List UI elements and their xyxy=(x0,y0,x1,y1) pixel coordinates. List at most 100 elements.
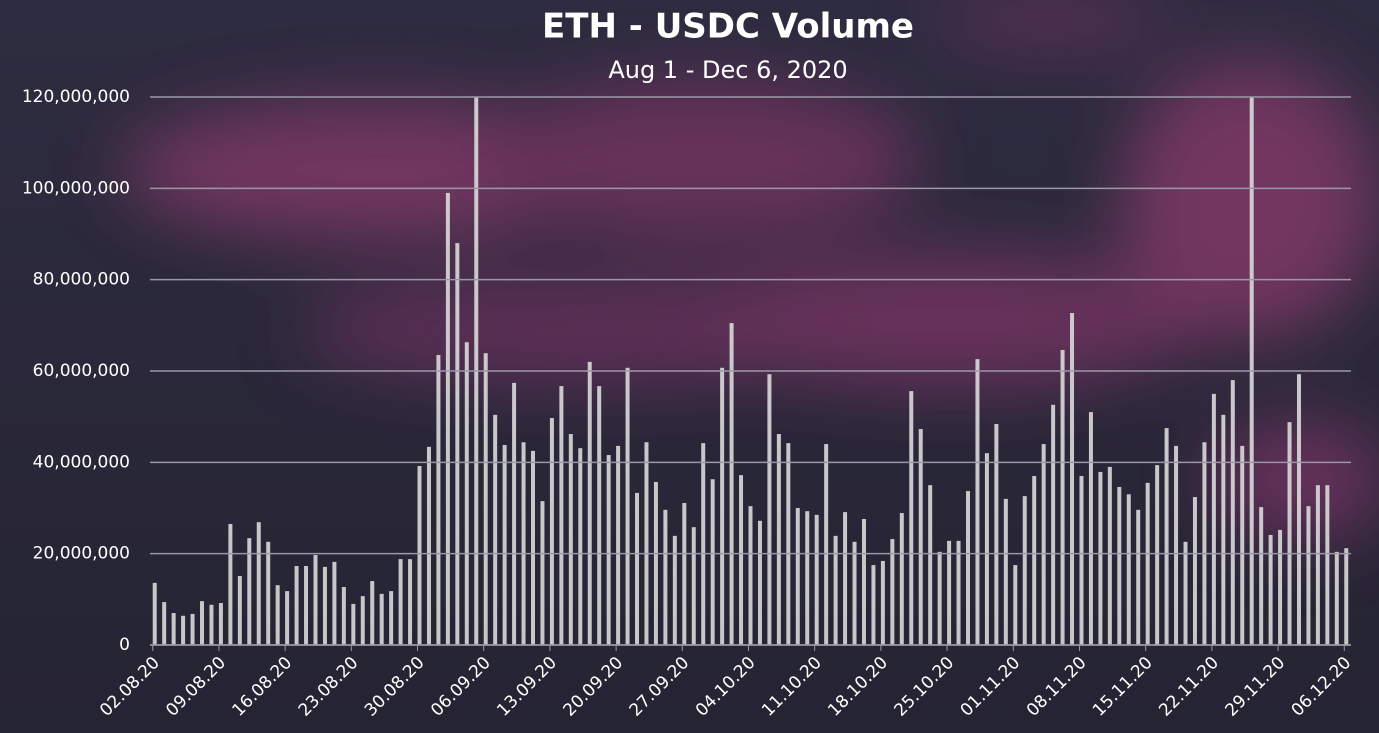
bar xyxy=(266,541,271,645)
bar xyxy=(635,492,640,645)
bar xyxy=(171,613,176,645)
bar xyxy=(956,540,961,645)
bar xyxy=(559,386,564,645)
bar xyxy=(218,602,223,645)
bar xyxy=(493,414,498,645)
bar xyxy=(502,444,507,645)
bar xyxy=(455,243,460,645)
bar xyxy=(1230,380,1235,645)
bar xyxy=(521,442,526,645)
bar xyxy=(360,596,365,645)
bar xyxy=(720,367,725,645)
y-tick-label: 20,000,000 xyxy=(33,544,130,564)
bar xyxy=(152,582,157,645)
bar xyxy=(530,450,535,645)
bar xyxy=(1183,541,1188,645)
bar xyxy=(247,538,252,645)
bar xyxy=(1126,494,1131,645)
bar xyxy=(351,603,356,645)
bar xyxy=(1240,445,1245,645)
bar xyxy=(691,527,696,645)
bar xyxy=(1022,496,1027,645)
bar xyxy=(653,481,658,645)
bar xyxy=(1136,509,1141,645)
bar xyxy=(389,591,394,645)
bar xyxy=(379,593,384,645)
bar xyxy=(209,604,214,645)
bar xyxy=(899,513,904,645)
bar xyxy=(937,551,942,645)
bar xyxy=(1221,414,1226,645)
bar xyxy=(1278,529,1283,645)
bar xyxy=(587,361,592,645)
bar xyxy=(1013,565,1018,645)
bar xyxy=(1334,551,1339,645)
bar xyxy=(776,434,781,645)
bar xyxy=(625,367,630,645)
bar xyxy=(190,613,195,645)
bar xyxy=(408,559,413,645)
bar xyxy=(852,541,857,645)
bar xyxy=(417,465,422,645)
bar xyxy=(880,560,885,645)
bar xyxy=(795,508,800,645)
bar xyxy=(1003,498,1008,645)
bar xyxy=(483,353,488,645)
y-tick-label: 40,000,000 xyxy=(33,452,130,472)
bar xyxy=(1060,349,1065,645)
bar xyxy=(398,559,403,645)
bar xyxy=(426,446,431,645)
bar xyxy=(285,591,290,645)
bar xyxy=(928,485,933,645)
bar xyxy=(1249,97,1254,645)
bar xyxy=(975,359,980,645)
bar xyxy=(1117,486,1122,645)
bar xyxy=(294,565,299,645)
bar xyxy=(370,581,375,645)
bar xyxy=(1211,393,1216,645)
bar xyxy=(1259,507,1264,645)
bar xyxy=(606,455,611,645)
bar xyxy=(805,511,810,645)
bar xyxy=(1070,313,1075,645)
bar xyxy=(861,518,866,645)
bar xyxy=(1032,476,1037,645)
bar xyxy=(710,479,715,645)
bar xyxy=(1145,482,1150,645)
bar xyxy=(1192,497,1197,645)
bar xyxy=(1051,404,1056,645)
bar xyxy=(1079,476,1084,645)
bar xyxy=(1107,466,1112,645)
bar xyxy=(672,535,677,645)
y-tick-label: 100,000,000 xyxy=(22,178,130,198)
bar xyxy=(814,514,819,645)
bar xyxy=(1315,485,1320,645)
bar xyxy=(322,566,327,645)
bar xyxy=(843,512,848,645)
bar xyxy=(947,540,952,645)
bar xyxy=(1202,442,1207,645)
y-tick-label: 120,000,000 xyxy=(22,87,130,107)
bar xyxy=(748,506,753,645)
bar xyxy=(464,342,469,645)
bar xyxy=(616,445,621,645)
bar xyxy=(181,615,186,645)
bar xyxy=(512,382,517,645)
bar xyxy=(984,453,989,645)
bar xyxy=(578,448,583,645)
bar xyxy=(663,509,668,645)
bar xyxy=(871,565,876,645)
bar xyxy=(833,535,838,645)
bar xyxy=(1296,374,1301,645)
bar xyxy=(313,555,318,645)
bar xyxy=(701,443,706,645)
bar xyxy=(966,491,971,645)
bar xyxy=(237,576,242,645)
bar xyxy=(824,444,829,645)
y-tick-label: 60,000,000 xyxy=(33,361,130,381)
bar xyxy=(757,520,762,645)
bar xyxy=(767,374,772,645)
bar xyxy=(1088,412,1093,645)
